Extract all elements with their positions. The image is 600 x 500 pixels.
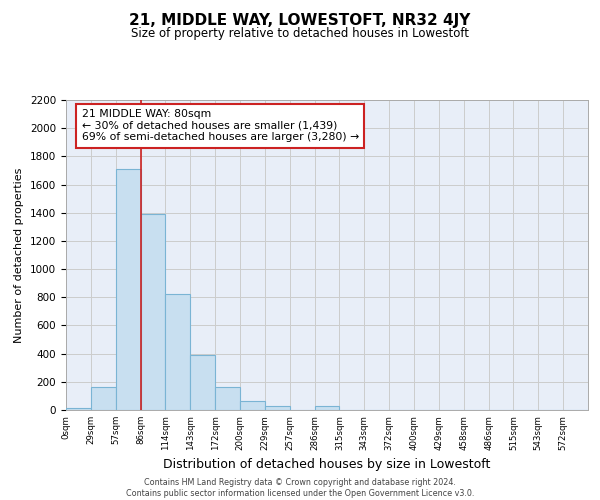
X-axis label: Distribution of detached houses by size in Lowestoft: Distribution of detached houses by size … <box>163 458 491 471</box>
Text: Contains HM Land Registry data © Crown copyright and database right 2024.
Contai: Contains HM Land Registry data © Crown c… <box>126 478 474 498</box>
Bar <box>265 406 290 410</box>
Text: 21, MIDDLE WAY, LOWESTOFT, NR32 4JY: 21, MIDDLE WAY, LOWESTOFT, NR32 4JY <box>130 12 470 28</box>
Bar <box>66 408 91 410</box>
Text: Size of property relative to detached houses in Lowestoft: Size of property relative to detached ho… <box>131 28 469 40</box>
Text: 21 MIDDLE WAY: 80sqm
← 30% of detached houses are smaller (1,439)
69% of semi-de: 21 MIDDLE WAY: 80sqm ← 30% of detached h… <box>82 110 359 142</box>
Bar <box>240 401 265 410</box>
Bar <box>314 406 340 410</box>
Bar <box>215 387 240 410</box>
Bar <box>91 388 116 410</box>
Bar <box>140 214 166 410</box>
Y-axis label: Number of detached properties: Number of detached properties <box>14 168 25 342</box>
Bar <box>116 169 140 410</box>
Bar <box>166 294 190 410</box>
Bar <box>190 355 215 410</box>
